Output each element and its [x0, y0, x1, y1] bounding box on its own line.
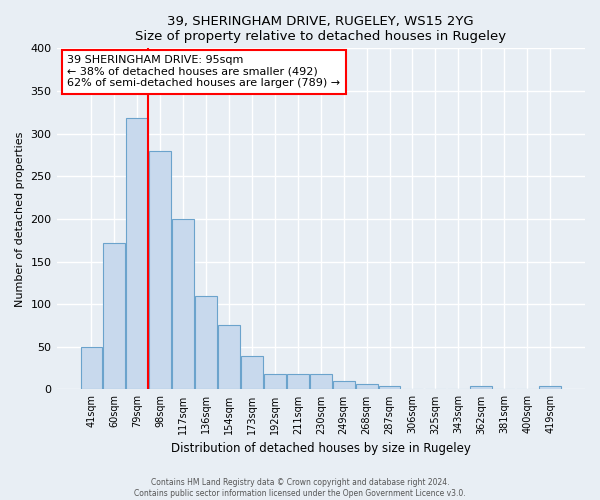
Bar	[539, 386, 561, 390]
Text: 39 SHERINGHAM DRIVE: 95sqm
← 38% of detached houses are smaller (492)
62% of sem: 39 SHERINGHAM DRIVE: 95sqm ← 38% of deta…	[67, 55, 340, 88]
Bar	[310, 374, 332, 390]
Bar	[287, 374, 309, 390]
Title: 39, SHERINGHAM DRIVE, RUGELEY, WS15 2YG
Size of property relative to detached ho: 39, SHERINGHAM DRIVE, RUGELEY, WS15 2YG …	[135, 15, 506, 43]
Y-axis label: Number of detached properties: Number of detached properties	[15, 131, 25, 306]
Bar	[218, 326, 240, 390]
Bar	[172, 219, 194, 390]
Bar	[195, 296, 217, 390]
Bar	[149, 150, 171, 390]
Bar	[103, 243, 125, 390]
Bar	[241, 356, 263, 390]
Bar	[470, 386, 492, 390]
X-axis label: Distribution of detached houses by size in Rugeley: Distribution of detached houses by size …	[171, 442, 471, 455]
Bar	[333, 381, 355, 390]
Text: Contains HM Land Registry data © Crown copyright and database right 2024.
Contai: Contains HM Land Registry data © Crown c…	[134, 478, 466, 498]
Bar	[127, 118, 148, 390]
Bar	[356, 384, 377, 390]
Bar	[379, 386, 400, 390]
Bar	[80, 347, 103, 390]
Bar	[264, 374, 286, 390]
